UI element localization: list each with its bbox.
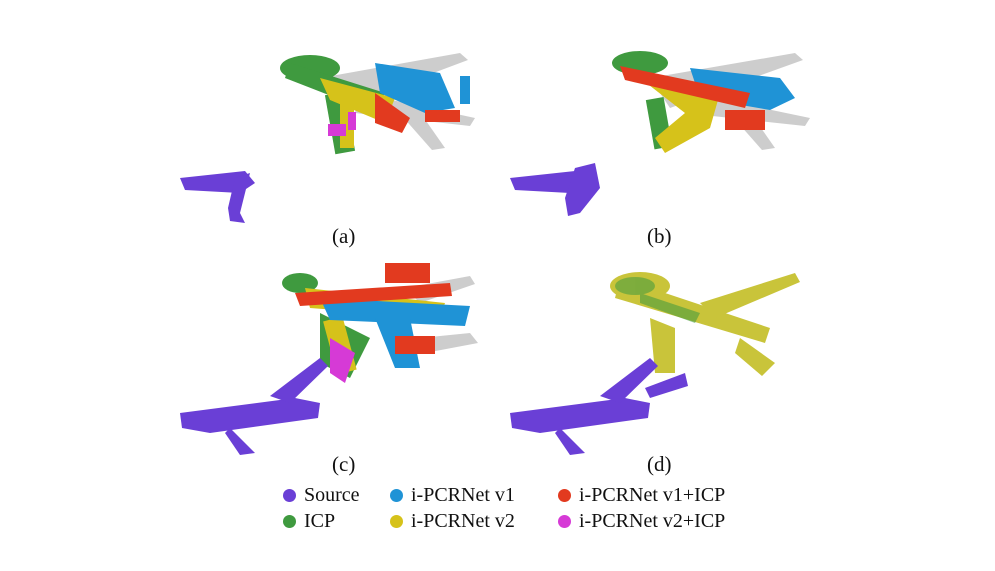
v2icp-cloud (330, 338, 355, 383)
icp-cloud (615, 277, 700, 323)
panel-b-caption: (b) (647, 224, 672, 248)
legend-label: i-PCRNet v1 (411, 484, 515, 506)
v1icp-cloud (295, 263, 452, 354)
legend-label: i-PCRNet v2 (411, 510, 515, 532)
legend-marker (283, 489, 296, 502)
source-cloud (510, 358, 688, 455)
v1icp-cloud (620, 66, 765, 130)
legend-marker (283, 515, 296, 528)
legend-label: i-PCRNet v2+ICP (579, 510, 726, 532)
panel-a (170, 38, 490, 233)
source-cloud (510, 163, 600, 216)
legend-marker (558, 515, 571, 528)
v1-cloud (375, 63, 470, 113)
legend-item-v1-icp: i-PCRNet v1+ICP (558, 484, 725, 507)
panel-c-caption: (c) (332, 452, 356, 476)
panel-c (170, 258, 490, 458)
legend-item-source: Source (283, 484, 360, 507)
legend-marker (390, 515, 403, 528)
legend-label: Source (304, 484, 360, 506)
panel-d-point-clouds (510, 272, 800, 455)
v1icp-cloud (375, 93, 460, 133)
legend-item-v2-icp: i-PCRNet v2+ICP (558, 510, 725, 533)
panel-b-point-clouds (510, 51, 810, 216)
panel-a-caption: (a) (332, 224, 356, 248)
legend-item-v1: i-PCRNet v1 (390, 484, 515, 507)
panel-a-point-clouds (180, 53, 475, 223)
legend-item-icp: ICP (283, 510, 335, 533)
panel-d-caption: (d) (647, 452, 672, 476)
legend-marker (390, 489, 403, 502)
panel-b (500, 38, 820, 233)
legend-marker (558, 489, 571, 502)
legend-label: i-PCRNet v1+ICP (579, 484, 726, 506)
panel-d (500, 258, 820, 458)
legend: Source ICP i-PCRNet v1 i-PCRNet v2 i-PCR… (283, 482, 763, 542)
source-cloud (180, 171, 255, 223)
source-cloud (180, 358, 328, 455)
legend-label: ICP (304, 510, 336, 532)
legend-item-v2: i-PCRNet v2 (390, 510, 515, 533)
v2icp-cloud (328, 112, 356, 136)
panel-c-point-clouds (180, 263, 478, 455)
